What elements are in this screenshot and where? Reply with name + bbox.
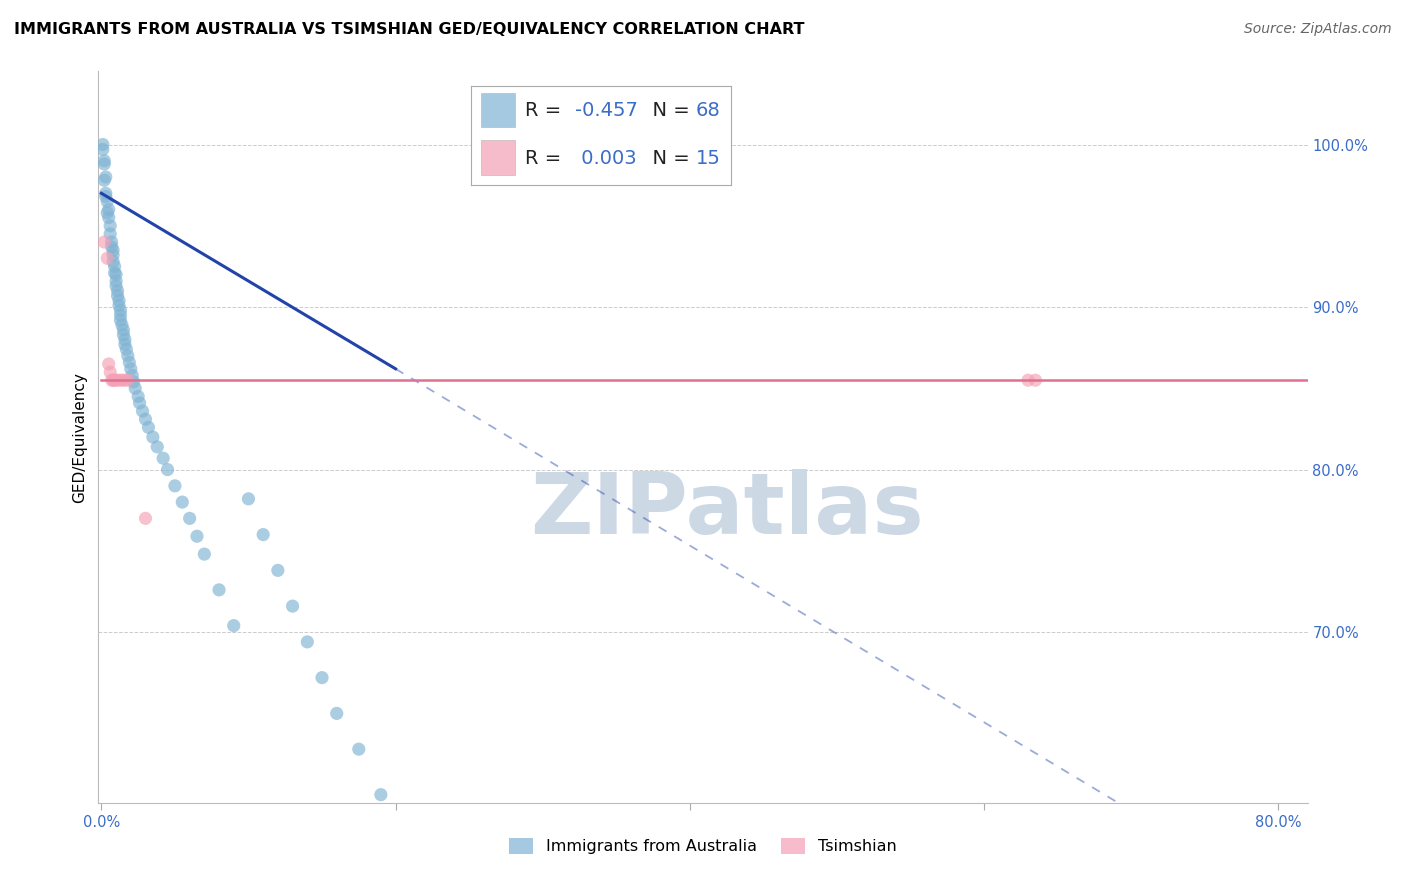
Point: [347, 742, 370, 756]
Point: [117, 373, 139, 387]
Point: [112, 323, 135, 337]
Point: [238, 491, 260, 506]
Point: [124, 381, 146, 395]
Point: [110, 303, 132, 318]
Point: [138, 420, 160, 434]
Point: [108, 298, 131, 312]
Point: [281, 599, 304, 614]
Point: [93, 153, 115, 168]
Point: [121, 368, 143, 383]
Point: [108, 293, 131, 308]
Point: [101, 243, 124, 257]
Point: [1024, 373, 1046, 387]
Point: [186, 529, 208, 543]
Point: [101, 254, 124, 268]
Point: [311, 671, 333, 685]
Point: [91, 142, 114, 156]
Point: [325, 706, 347, 721]
Point: [114, 373, 136, 387]
Point: [128, 396, 150, 410]
Text: Source: ZipAtlas.com: Source: ZipAtlas.com: [1244, 22, 1392, 37]
Point: [101, 373, 124, 387]
Point: [96, 206, 118, 220]
Point: [104, 260, 127, 274]
Point: [94, 189, 117, 203]
Point: [111, 318, 134, 332]
Point: [105, 373, 128, 387]
Point: [156, 462, 179, 476]
Point: [96, 252, 118, 266]
Point: [370, 788, 392, 802]
Point: [100, 235, 122, 249]
Point: [107, 288, 129, 302]
Point: [94, 186, 117, 201]
Legend: Immigrants from Australia, Tsimshian: Immigrants from Australia, Tsimshian: [503, 831, 903, 861]
Point: [120, 361, 142, 376]
Point: [97, 357, 120, 371]
Text: IMMIGRANTS FROM AUSTRALIA VS TSIMSHIAN GED/EQUIVALENCY CORRELATION CHART: IMMIGRANTS FROM AUSTRALIA VS TSIMSHIAN G…: [14, 22, 804, 37]
Point: [115, 343, 138, 357]
Point: [94, 169, 117, 184]
Point: [122, 375, 145, 389]
Point: [208, 582, 231, 597]
Point: [112, 327, 135, 342]
Point: [97, 211, 120, 225]
Point: [222, 618, 245, 632]
Point: [131, 404, 153, 418]
Point: [252, 527, 274, 541]
Point: [134, 412, 156, 426]
Point: [105, 274, 128, 288]
Point: [134, 511, 156, 525]
Point: [142, 430, 165, 444]
Point: [117, 349, 139, 363]
Point: [104, 373, 127, 387]
Text: ZIPatlas: ZIPatlas: [530, 468, 924, 552]
Point: [172, 495, 194, 509]
Point: [98, 219, 121, 233]
Point: [93, 173, 115, 187]
Point: [110, 313, 132, 327]
Point: [105, 279, 128, 293]
Point: [110, 308, 132, 322]
Point: [96, 194, 118, 209]
Point: [98, 365, 121, 379]
Point: [105, 268, 128, 282]
Point: [146, 440, 169, 454]
Point: [108, 373, 131, 387]
Point: [1017, 373, 1039, 387]
Point: [193, 547, 215, 561]
Point: [118, 355, 141, 369]
Point: [100, 373, 122, 387]
Point: [91, 137, 114, 152]
Point: [114, 337, 136, 351]
Point: [267, 563, 290, 577]
Point: [163, 479, 186, 493]
Point: [97, 202, 120, 217]
Y-axis label: GED/Equivalency: GED/Equivalency: [72, 372, 87, 502]
Point: [152, 451, 174, 466]
Point: [101, 248, 124, 262]
Point: [111, 373, 134, 387]
Point: [107, 284, 129, 298]
Point: [98, 227, 121, 241]
Point: [114, 333, 136, 347]
Point: [93, 235, 115, 249]
Point: [100, 240, 122, 254]
Point: [297, 635, 319, 649]
Point: [179, 511, 201, 525]
Point: [127, 389, 149, 403]
Point: [104, 266, 127, 280]
Point: [93, 157, 115, 171]
